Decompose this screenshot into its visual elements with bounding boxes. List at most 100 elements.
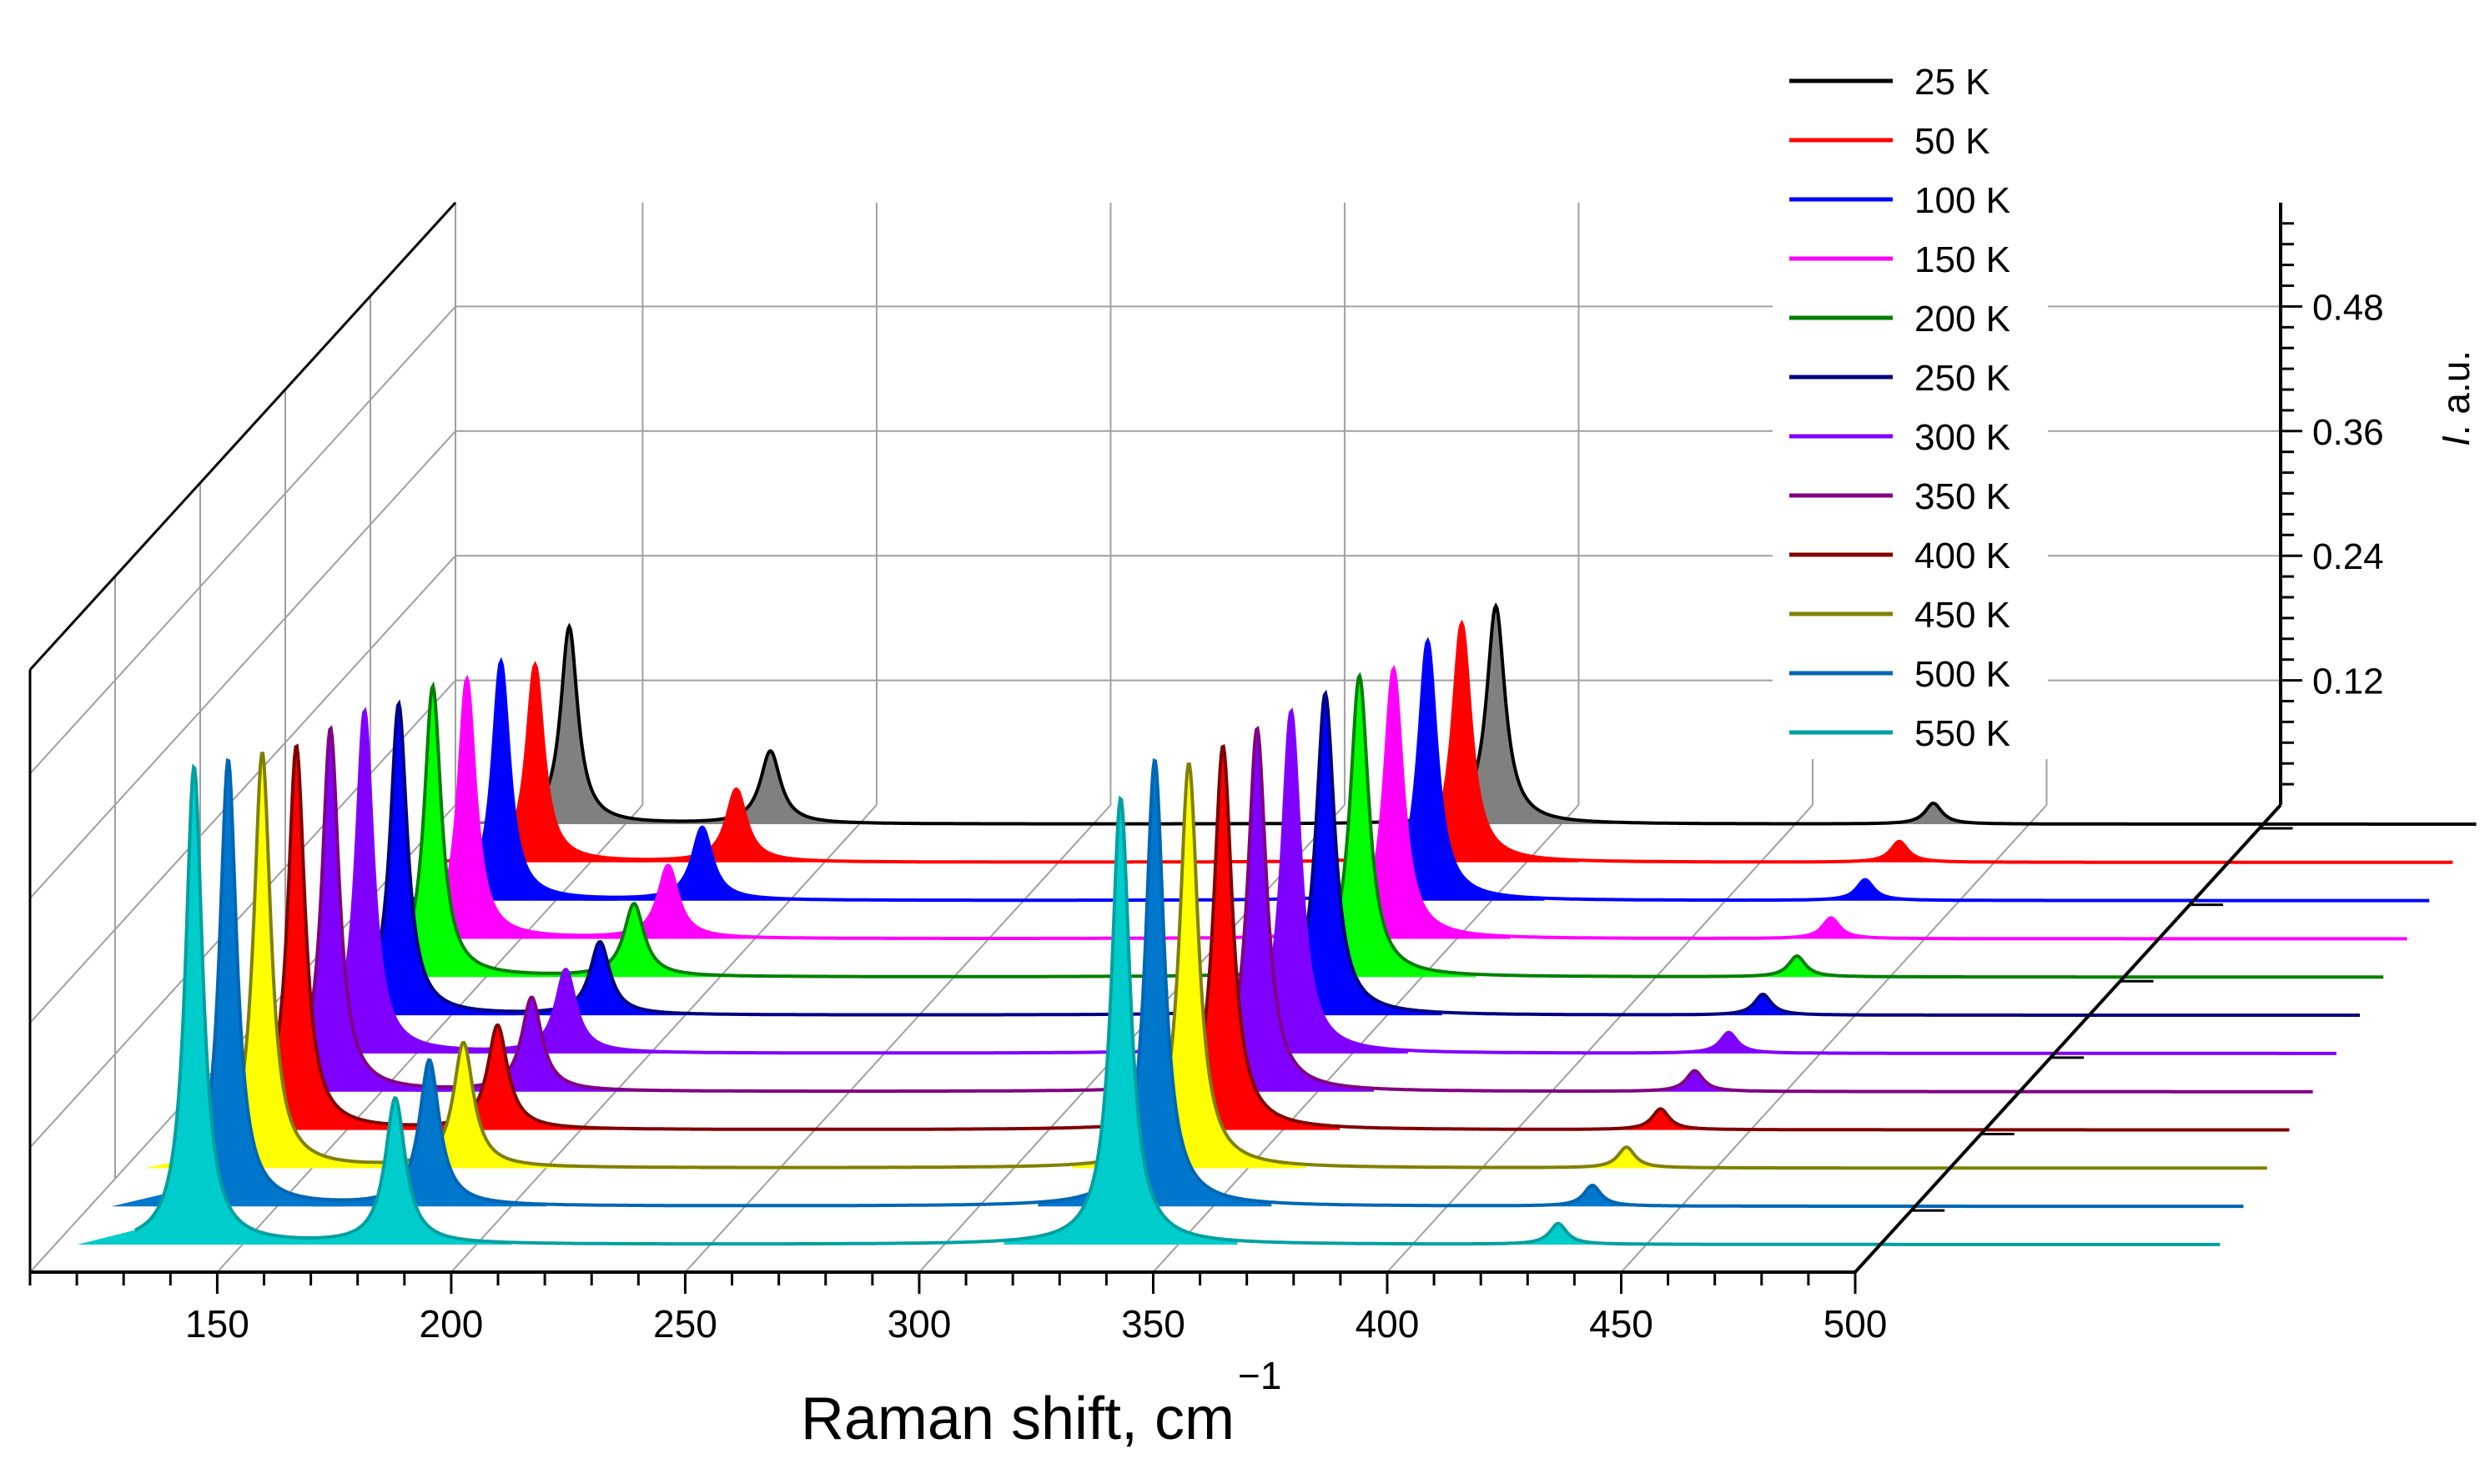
series-fill-200K: [516, 903, 752, 978]
series-fill-250K: [1208, 693, 1442, 1016]
z-tick-label: 0.48: [2312, 287, 2384, 328]
x-tick-label: 200: [420, 1302, 484, 1346]
top-wall-edge: [28, 201, 457, 671]
series-fill-350K: [415, 997, 649, 1092]
series-fill-50K: [619, 789, 853, 863]
series-fill-200K: [1679, 956, 1914, 978]
series-fill-350K: [1577, 1070, 1812, 1092]
series-line-550K: [134, 763, 2221, 1246]
series-fill-350K: [213, 728, 448, 1092]
series-fill-550K: [1441, 1223, 1676, 1245]
x-axis-title: Raman shift, cm: [801, 1386, 1235, 1452]
series-fill-300K: [1174, 711, 1409, 1054]
series-fill-25K: [1816, 802, 2050, 824]
series-fill-300K: [1612, 1032, 1846, 1054]
z-axis-title-rest: . a.u.: [2434, 350, 2477, 435]
series-line-300K: [304, 707, 2337, 1055]
series-fill-100K: [585, 827, 820, 901]
series-line-50K: [475, 619, 2453, 864]
x-tick-label: 250: [653, 1302, 717, 1346]
legend-label: 100 K: [1914, 180, 2010, 221]
series-fill-400K: [1105, 746, 1341, 1130]
z-axis-title: I. a.u.: [2434, 350, 2477, 446]
legend-label: 400 K: [1914, 536, 2010, 576]
legend-label: 200 K: [1914, 299, 2010, 340]
series-fill-200K: [315, 686, 551, 978]
series-fill-100K: [1310, 641, 1545, 901]
legend-label: 25 K: [1914, 62, 1990, 103]
series-fill-500K: [111, 760, 345, 1207]
x-tick-label: 350: [1121, 1302, 1185, 1346]
series-fill-150K: [551, 865, 786, 939]
series-line-150K: [406, 664, 2407, 941]
series-line-400K: [236, 743, 2290, 1132]
legend-label: 500 K: [1914, 654, 2010, 695]
floor-gridline: [684, 804, 1112, 1273]
z-tick-label: 0.24: [2312, 536, 2384, 577]
series-fill-550K: [77, 767, 311, 1245]
series-line-500K: [168, 757, 2244, 1209]
series-fill-400K: [179, 746, 414, 1130]
floor-gridline: [1620, 804, 2048, 1273]
series-fill-300K: [247, 711, 482, 1054]
side-wall-gridline-z: [29, 679, 456, 1149]
series-fill-550K: [278, 1098, 513, 1245]
z-axis-title-italic: I: [2434, 435, 2477, 446]
legend-label: 550 K: [1914, 713, 2010, 754]
legend-box: [1773, 46, 2048, 759]
x-axis-title-superscript: −1: [1238, 1354, 1281, 1397]
z-tick-label: 0.12: [2312, 662, 2384, 702]
series-fill-200K: [1242, 676, 1476, 978]
floor-gridline: [1386, 804, 1813, 1273]
series-fill-500K: [1038, 760, 1272, 1207]
x-tick-label: 150: [185, 1302, 249, 1346]
series-fill-100K: [1748, 879, 1983, 901]
series-line-200K: [373, 672, 2384, 979]
series-fill-100K: [384, 662, 618, 901]
series-fill-150K: [1276, 668, 1511, 939]
x-tick-label: 450: [1589, 1302, 1653, 1346]
series-fill-450K: [346, 1042, 581, 1169]
legend-label: 250 K: [1914, 358, 2010, 399]
series-line-25K: [509, 602, 2477, 826]
axes: 150 200 250 300 350 400 450 500 0.12 0.24 0.36 0.48: [28, 202, 2384, 1346]
z-tick-label: 0.36: [2312, 412, 2384, 453]
series-fill-50K: [1782, 841, 2017, 863]
series-fill-350K: [1139, 728, 1375, 1092]
x-tick-label: 300: [888, 1302, 952, 1346]
series-fill-150K: [350, 679, 584, 939]
series-fill-450K: [145, 753, 380, 1169]
series-line-250K: [339, 689, 2360, 1017]
series-fill-250K: [281, 703, 516, 1016]
series-fill-25K: [1378, 606, 1613, 824]
series-layer: [77, 602, 2477, 1246]
series-line-350K: [270, 725, 2313, 1094]
series-fill-50K: [1345, 623, 1579, 863]
depth-axis-line: [1854, 803, 2282, 1274]
series-fill-500K: [312, 1059, 546, 1207]
series-fill-400K: [1543, 1109, 1778, 1130]
legend-label: 50 K: [1914, 121, 1990, 162]
legend-label: 350 K: [1914, 476, 2010, 517]
x-tick-label: 500: [1824, 1302, 1888, 1346]
side-wall-gridline-z: [29, 430, 456, 899]
series-fill-500K: [1475, 1185, 1710, 1207]
series-fill-250K: [1646, 994, 1880, 1016]
x-tick-label: 400: [1356, 1302, 1420, 1346]
legend-label: 300 K: [1914, 417, 2010, 458]
series-fill-25K: [653, 751, 888, 824]
series-line-450K: [202, 752, 2267, 1170]
series-fill-450K: [1072, 764, 1306, 1169]
series-line-100K: [440, 636, 2430, 903]
side-wall-gridline-z: [29, 555, 456, 1024]
series-fill-25K: [452, 626, 687, 824]
legend-label: 450 K: [1914, 595, 2010, 636]
series-fill-50K: [418, 664, 652, 863]
legend: 25 K 50 K 100 K 150 K 200 K 250 K 300 K 350 K 40…: [1773, 46, 2048, 759]
series-fill-550K: [1004, 798, 1238, 1245]
floor-gridline: [450, 804, 878, 1273]
series-fill-150K: [1713, 918, 1949, 939]
series-fill-300K: [449, 969, 683, 1054]
side-wall-gridline-z: [29, 305, 456, 775]
